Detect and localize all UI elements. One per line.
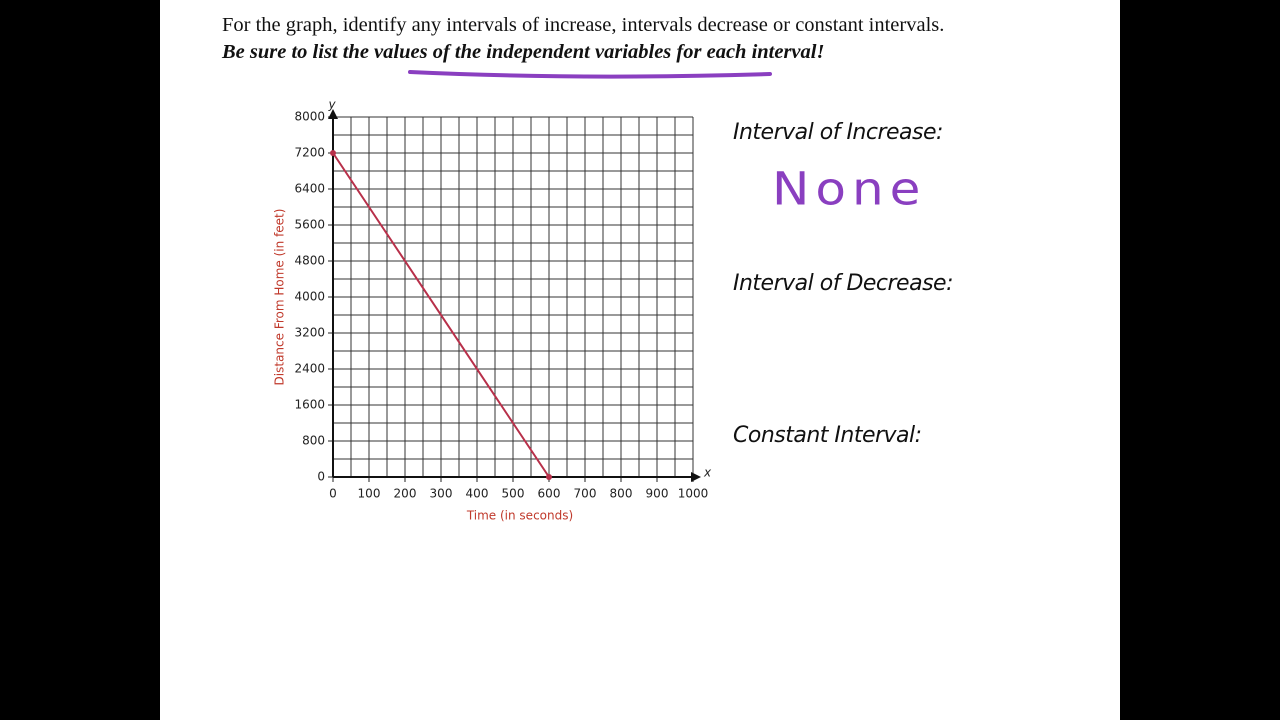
x-tick-label: 800 bbox=[610, 487, 633, 501]
x-tick-label: 600 bbox=[538, 487, 561, 501]
data-point bbox=[546, 474, 552, 480]
y-tick-label: 0 bbox=[317, 470, 325, 484]
x-tick-label: 500 bbox=[502, 487, 525, 501]
x-axis-name: x bbox=[703, 466, 712, 480]
label: Interval of Increase: bbox=[733, 120, 943, 145]
y-tick-label: 4000 bbox=[294, 290, 325, 304]
data-line bbox=[332, 152, 550, 478]
y-axis-name: y bbox=[327, 98, 336, 112]
label: Constant Interval: bbox=[733, 423, 922, 448]
y-tick-label: 7200 bbox=[294, 146, 325, 160]
x-tick-label: 200 bbox=[394, 487, 417, 501]
x-tick-label: 300 bbox=[430, 487, 453, 501]
y-tick-label: 3200 bbox=[294, 326, 325, 340]
y-tick-label: 6400 bbox=[294, 182, 325, 196]
x-axis-arrow bbox=[691, 472, 701, 482]
underline bbox=[408, 70, 772, 79]
instruction-emphasis: Be sure to list the values of the indepe… bbox=[222, 41, 825, 63]
x-tick-label: 1000 bbox=[678, 487, 709, 501]
y-axis-arrow bbox=[328, 109, 338, 119]
x-tick-label: 700 bbox=[574, 487, 597, 501]
x-tick-label: 100 bbox=[358, 487, 381, 501]
data-point bbox=[330, 150, 336, 156]
handwritten-answer: None bbox=[772, 162, 927, 216]
x-tick-label: 0 bbox=[329, 487, 337, 501]
y-axis-label: Distance From Home (in feet) bbox=[273, 209, 287, 386]
y-tick-label: 800 bbox=[302, 434, 325, 448]
slide: For the graph, identify any intervals of… bbox=[160, 0, 1120, 720]
x-tick-label: 400 bbox=[466, 487, 489, 501]
y-tick-label: 1600 bbox=[294, 398, 325, 412]
instruction: For the graph, identify any intervals of… bbox=[222, 14, 945, 36]
y-tick-label: 5600 bbox=[294, 218, 325, 232]
y-tick-label: 2400 bbox=[294, 362, 325, 376]
y-tick-label: 4800 bbox=[294, 254, 325, 268]
y-tick-label: 8000 bbox=[294, 110, 325, 124]
annotation bbox=[408, 70, 772, 79]
x-tick-label: 900 bbox=[646, 487, 669, 501]
label: Interval of Decrease: bbox=[733, 271, 953, 296]
x-axis-label: Time (in seconds) bbox=[466, 509, 573, 523]
